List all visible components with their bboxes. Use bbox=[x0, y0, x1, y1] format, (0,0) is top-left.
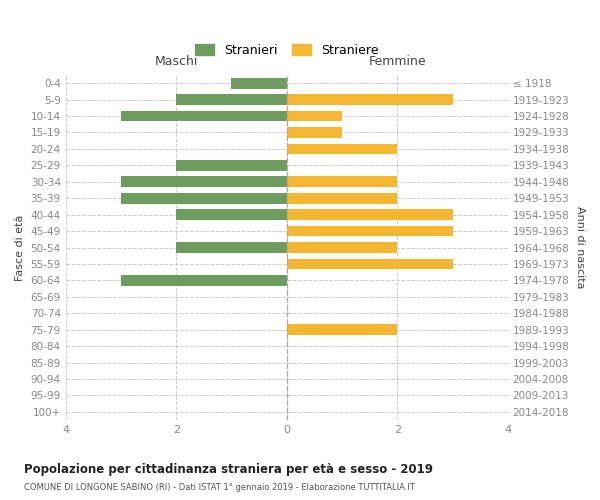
Bar bbox=[287, 193, 397, 203]
Bar bbox=[176, 210, 287, 220]
Bar bbox=[287, 324, 397, 335]
Bar bbox=[287, 226, 452, 236]
Bar bbox=[121, 110, 287, 122]
Y-axis label: Fasce di età: Fasce di età bbox=[15, 214, 25, 280]
Bar bbox=[287, 242, 397, 253]
Bar bbox=[232, 78, 287, 88]
Y-axis label: Anni di nascita: Anni di nascita bbox=[575, 206, 585, 289]
Bar bbox=[287, 110, 342, 122]
Legend: Stranieri, Straniere: Stranieri, Straniere bbox=[191, 40, 382, 60]
Bar bbox=[121, 275, 287, 286]
Bar bbox=[287, 127, 342, 138]
Bar bbox=[176, 94, 287, 105]
Text: Popolazione per cittadinanza straniera per età e sesso - 2019: Popolazione per cittadinanza straniera p… bbox=[24, 462, 433, 475]
Text: Maschi: Maschi bbox=[155, 56, 198, 68]
Text: COMUNE DI LONGONE SABINO (RI) - Dati ISTAT 1° gennaio 2019 - Elaborazione TUTTIT: COMUNE DI LONGONE SABINO (RI) - Dati IST… bbox=[24, 482, 415, 492]
Bar bbox=[121, 193, 287, 203]
Bar bbox=[287, 144, 397, 154]
Bar bbox=[287, 176, 397, 187]
Text: Femmine: Femmine bbox=[368, 56, 426, 68]
Bar bbox=[176, 160, 287, 170]
Bar bbox=[287, 94, 452, 105]
Bar bbox=[176, 242, 287, 253]
Bar bbox=[287, 258, 452, 270]
Bar bbox=[287, 210, 452, 220]
Bar bbox=[121, 176, 287, 187]
